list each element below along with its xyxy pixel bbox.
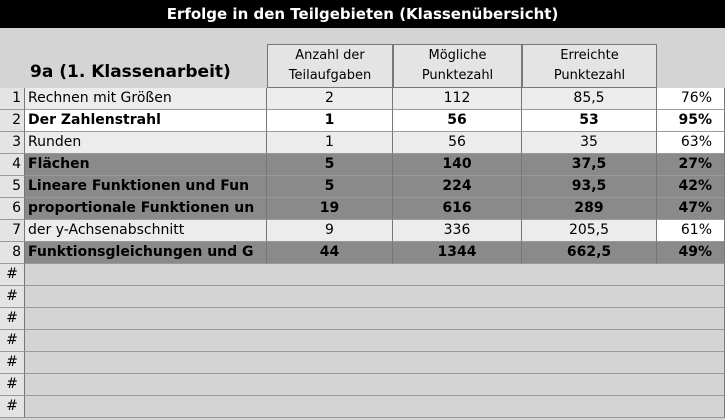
row-name: Rechnen mit Größen	[25, 88, 267, 110]
value-cell: 56	[393, 132, 522, 154]
row-name: Lineare Funktionen und Fun	[25, 176, 267, 198]
value-cell: 140	[393, 154, 522, 176]
empty-cell	[25, 330, 725, 352]
row-name: Funktionsgleichungen und G	[25, 242, 267, 264]
percent-cell: 42%	[657, 176, 725, 198]
value-cell: 1344	[393, 242, 522, 264]
value-cell: 5	[267, 176, 393, 198]
percent-cell: 27%	[657, 154, 725, 176]
value-cell: 35	[522, 132, 657, 154]
value-cell: 56	[393, 110, 522, 132]
row-name: Flächen	[25, 154, 267, 176]
value-cell: 289	[522, 198, 657, 220]
value-cell: 37,5	[522, 154, 657, 176]
row-index: #	[0, 330, 25, 352]
column-header: Anzahl der Teilaufgaben	[267, 44, 393, 88]
value-cell: 2	[267, 88, 393, 110]
value-cell: 616	[393, 198, 522, 220]
value-cell: 19	[267, 198, 393, 220]
row-index: #	[0, 352, 25, 374]
row-name: proportionale Funktionen un	[25, 198, 267, 220]
value-cell: 53	[522, 110, 657, 132]
row-index: 7	[0, 220, 25, 242]
column-header: Erreichte Punktezahl	[522, 44, 657, 88]
class-label: 9a (1. Klassenarbeit)	[30, 62, 231, 82]
row-index: 3	[0, 132, 25, 154]
percent-cell: 47%	[657, 198, 725, 220]
empty-cell	[25, 374, 725, 396]
value-cell: 1	[267, 132, 393, 154]
row-index: #	[0, 286, 25, 308]
row-index: 1	[0, 88, 25, 110]
empty-cell	[25, 308, 725, 330]
percent-cell: 76%	[657, 88, 725, 110]
empty-cell	[25, 264, 725, 286]
sheet-title: Erfolge in den Teilgebieten (Klassenüber…	[0, 0, 725, 28]
value-cell: 112	[393, 88, 522, 110]
percent-cell: 49%	[657, 242, 725, 264]
empty-cell	[25, 352, 725, 374]
value-cell: 336	[393, 220, 522, 242]
value-cell: 205,5	[522, 220, 657, 242]
row-index: 5	[0, 176, 25, 198]
row-index: #	[0, 264, 25, 286]
value-cell: 5	[267, 154, 393, 176]
row-index: 4	[0, 154, 25, 176]
value-cell: 1	[267, 110, 393, 132]
empty-cell	[25, 286, 725, 308]
row-index: 6	[0, 198, 25, 220]
row-index: #	[0, 308, 25, 330]
value-cell: 44	[267, 242, 393, 264]
row-index: #	[0, 374, 25, 396]
row-index: #	[0, 396, 25, 418]
row-index: 2	[0, 110, 25, 132]
empty-cell	[25, 396, 725, 418]
column-header: Mögliche Punktezahl	[393, 44, 522, 88]
value-cell: 224	[393, 176, 522, 198]
row-name: Der Zahlenstrahl	[25, 110, 267, 132]
percent-cell: 61%	[657, 220, 725, 242]
value-cell: 9	[267, 220, 393, 242]
value-cell: 93,5	[522, 176, 657, 198]
percent-cell: 95%	[657, 110, 725, 132]
row-name: Runden	[25, 132, 267, 154]
percent-cell: 63%	[657, 132, 725, 154]
row-name: der y-Achsenabschnitt	[25, 220, 267, 242]
value-cell: 662,5	[522, 242, 657, 264]
value-cell: 85,5	[522, 88, 657, 110]
row-index: 8	[0, 242, 25, 264]
